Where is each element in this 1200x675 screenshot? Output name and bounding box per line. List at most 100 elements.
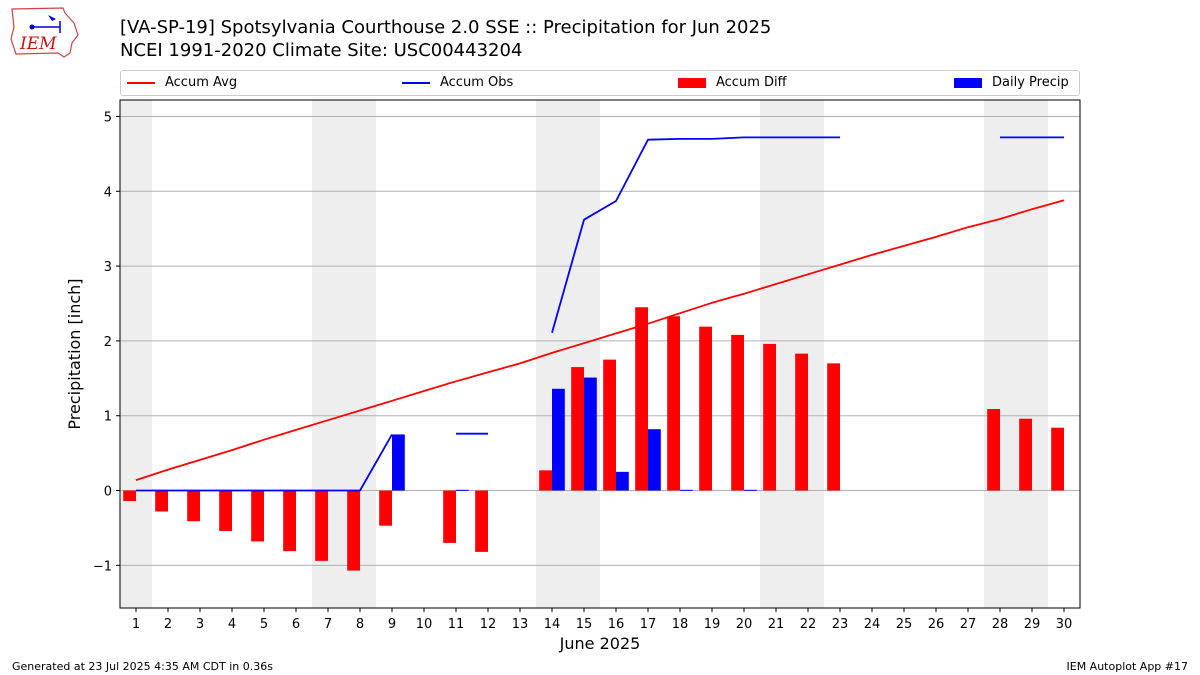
x-tick-label: 7 — [324, 617, 332, 632]
x-tick-label: 8 — [356, 617, 364, 632]
accum-diff-bar — [987, 408, 1000, 491]
daily-precip-bar — [680, 489, 693, 491]
x-tick-label: 28 — [992, 617, 1009, 632]
x-tick-label: 21 — [768, 617, 785, 632]
weekend-band — [984, 100, 1016, 608]
x-tick-label: 2 — [164, 617, 172, 632]
accum-diff-bar — [443, 490, 456, 543]
accum-avg-line — [135, 199, 1065, 481]
daily-precip-bar — [744, 489, 757, 491]
accum-diff-bar — [1051, 427, 1064, 491]
y-tick-label: 3 — [104, 260, 112, 275]
x-tick-label: 3 — [196, 617, 204, 632]
daily-precip-bar — [616, 471, 629, 491]
x-tick-label: 16 — [608, 617, 625, 632]
accum-diff-bar — [699, 326, 712, 491]
x-tick-label: 26 — [928, 617, 945, 632]
legend-item-accum-diff: Accum Diff — [678, 75, 787, 90]
x-tick-label: 4 — [228, 617, 236, 632]
accum-diff-bar — [379, 490, 392, 526]
y-axis-label: Precipitation [inch] — [65, 278, 84, 429]
legend-swatch-daily-precip — [954, 77, 982, 88]
x-tick-label: 6 — [292, 617, 300, 632]
y-tick-label: 2 — [104, 335, 112, 350]
accum-diff-bar — [827, 363, 840, 491]
accum-diff-bar — [219, 490, 232, 531]
y-tick-label: 4 — [104, 185, 112, 200]
accum-diff-bar — [795, 353, 808, 491]
legend-swatch-accum-obs — [402, 81, 430, 84]
weekend-band — [1016, 100, 1048, 608]
daily-precip-bar — [648, 429, 661, 491]
x-axis-label: June 2025 — [559, 634, 641, 653]
accum-diff-bar — [123, 490, 136, 502]
x-tick-label: 23 — [832, 617, 849, 632]
logo-text: IEM — [19, 34, 57, 54]
daily-precip-bar — [392, 434, 405, 491]
x-tick-label: 22 — [800, 617, 817, 632]
legend-item-daily-precip: Daily Precip — [954, 75, 1069, 90]
accum-diff-bar — [763, 343, 776, 491]
x-tick-label: 19 — [704, 617, 721, 632]
accum-diff-bar — [315, 490, 328, 561]
app-note: IEM Autoplot App #17 — [1066, 660, 1189, 673]
x-tick-label: 18 — [672, 617, 689, 632]
x-tick-label: 30 — [1056, 617, 1073, 632]
chart-subtitle: NCEI 1991-2020 Climate Site: USC00443204 — [120, 40, 523, 61]
weekend-band — [120, 100, 152, 608]
y-tick-label: −1 — [93, 559, 112, 574]
x-tick-label: 15 — [576, 617, 593, 632]
accum-diff-bar — [155, 490, 168, 512]
accum-obs-line — [136, 433, 393, 492]
y-tick-label: 5 — [104, 110, 112, 125]
daily-precip-bar — [456, 489, 469, 491]
accum-diff-bar — [635, 307, 648, 491]
weekend-band — [536, 100, 568, 608]
legend-swatch-accum-diff — [678, 77, 706, 88]
accum-diff-bar — [539, 470, 552, 491]
x-tick-label: 14 — [544, 617, 561, 632]
legend-label-accum-avg: Accum Avg — [165, 75, 238, 90]
x-tick-label: 10 — [416, 617, 433, 632]
x-tick-label: 5 — [260, 617, 268, 632]
x-tick-label: 20 — [736, 617, 753, 632]
accum-diff-bar — [283, 490, 296, 552]
x-tick-label: 1 — [132, 617, 140, 632]
x-tick-label: 17 — [640, 617, 657, 632]
y-tick-label: 0 — [104, 485, 112, 500]
daily-precip-bar — [552, 388, 565, 491]
x-tick-label: 27 — [960, 617, 977, 632]
accum-diff-bar — [347, 490, 360, 571]
accum-diff-bar — [571, 367, 584, 491]
x-tick-label: 12 — [480, 617, 497, 632]
legend-swatch-accum-avg — [127, 81, 155, 84]
x-tick-label: 24 — [864, 617, 881, 632]
accum-diff-bar — [667, 316, 680, 491]
legend: Accum Avg Accum Obs Accum Diff Daily Pre… — [120, 70, 1080, 96]
accum-diff-bar — [603, 359, 616, 491]
legend-label-accum-obs: Accum Obs — [440, 75, 514, 90]
accum-diff-bar — [1019, 418, 1032, 491]
weekend-band — [568, 100, 600, 608]
accum-obs-line — [551, 136, 840, 333]
accum-diff-bar — [731, 334, 744, 491]
daily-precip-bar — [584, 377, 597, 491]
accum-diff-bar — [475, 490, 488, 552]
x-tick-label: 13 — [512, 617, 529, 632]
plot-frame — [119, 99, 1081, 609]
accum-diff-bar — [187, 490, 200, 522]
legend-item-accum-avg: Accum Avg — [127, 75, 237, 90]
legend-item-accum-obs: Accum Obs — [402, 75, 513, 90]
legend-label-accum-diff: Accum Diff — [716, 75, 787, 90]
generated-note: Generated at 23 Jul 2025 4:35 AM CDT in … — [12, 660, 273, 673]
x-tick-label: 25 — [896, 617, 913, 632]
iem-logo: IEM — [8, 5, 80, 60]
x-tick-label: 29 — [1024, 617, 1041, 632]
y-tick-label: 1 — [104, 410, 112, 425]
legend-label-daily-precip: Daily Precip — [992, 75, 1069, 90]
x-tick-label: 11 — [448, 617, 465, 632]
x-tick-label: 9 — [388, 617, 396, 632]
accum-diff-bar — [251, 490, 264, 542]
chart-title: [VA-SP-19] Spotsylvania Courthouse 2.0 S… — [120, 17, 772, 38]
